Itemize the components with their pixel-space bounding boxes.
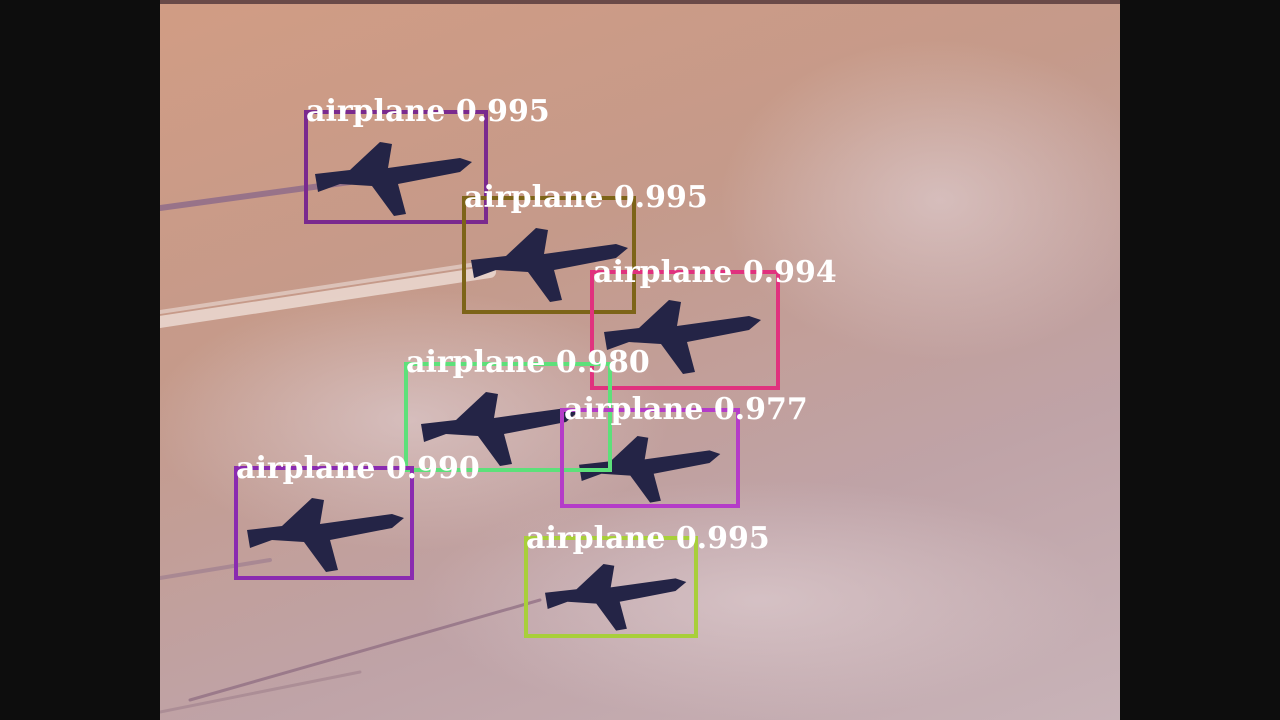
smoke-trails xyxy=(160,40,1120,720)
detection-box xyxy=(404,362,612,472)
detection-box xyxy=(590,270,780,390)
cloud-patch xyxy=(720,40,1120,360)
detection-label: airplane 0.995 xyxy=(306,97,550,127)
airplane-icon xyxy=(315,142,472,216)
airplane-icon xyxy=(421,392,578,466)
class-name: airplane xyxy=(236,451,376,486)
airplane-icon xyxy=(247,498,404,572)
class-name: airplane xyxy=(464,180,604,215)
confidence-score: 0.995 xyxy=(455,94,550,129)
detection-label: airplane 0.995 xyxy=(526,524,770,554)
confidence-score: 0.990 xyxy=(385,451,480,486)
smoke-trail xyxy=(160,266,496,328)
detection-box xyxy=(462,196,636,314)
frame-top-edge xyxy=(160,0,1120,4)
detection-box xyxy=(304,110,488,224)
smoke-trail xyxy=(160,670,362,714)
class-name: airplane xyxy=(306,94,446,129)
confidence-score: 0.995 xyxy=(675,521,770,556)
airplane-icon xyxy=(545,564,687,631)
class-name: airplane xyxy=(593,255,733,290)
cloud-patch xyxy=(420,480,1100,720)
airplane-icon xyxy=(604,300,761,374)
confidence-score: 0.995 xyxy=(613,180,708,215)
class-name: airplane xyxy=(526,521,666,556)
detection-box xyxy=(234,466,414,580)
detection-label: airplane 0.990 xyxy=(236,454,480,484)
airplane-icon xyxy=(471,228,628,302)
detection-label: airplane 0.980 xyxy=(406,348,650,378)
video-frame: airplane 0.995 airplane 0.995 airplane 0… xyxy=(160,0,1120,720)
smoke-trail xyxy=(160,558,272,580)
detection-label: airplane 0.994 xyxy=(593,258,837,288)
confidence-score: 0.980 xyxy=(555,345,650,380)
class-name: airplane xyxy=(564,392,704,427)
confidence-score: 0.977 xyxy=(713,392,808,427)
smoke-trail xyxy=(160,260,492,314)
detection-box xyxy=(560,408,740,508)
detection-box xyxy=(524,536,698,638)
airplane-icon xyxy=(579,436,721,503)
cloud-patch xyxy=(160,290,670,550)
detection-label: airplane 0.977 xyxy=(564,395,808,425)
confidence-score: 0.994 xyxy=(742,255,837,290)
class-name: airplane xyxy=(406,345,546,380)
detection-label: airplane 0.995 xyxy=(464,183,708,213)
smoke-trail xyxy=(188,598,542,702)
